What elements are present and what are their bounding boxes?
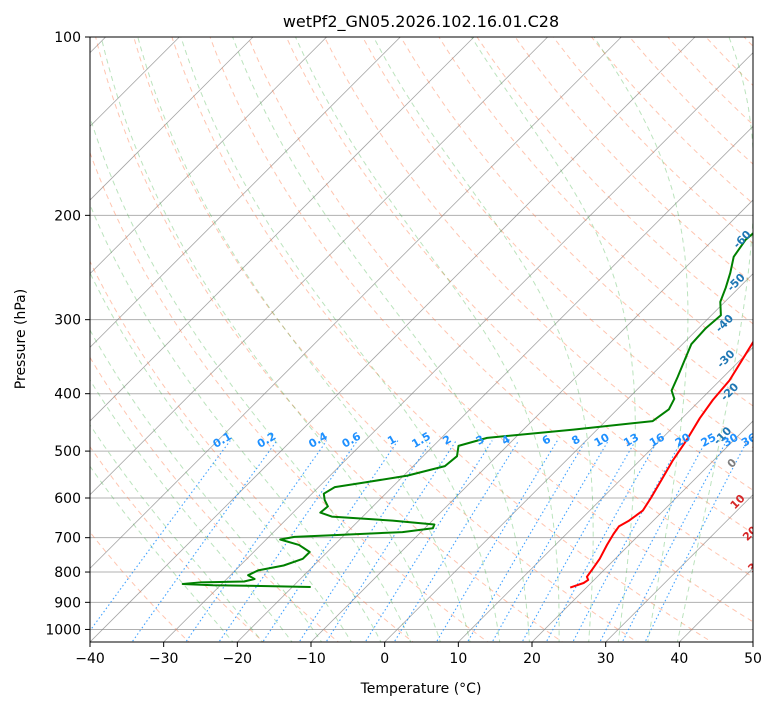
mixing-ratio-line [572,440,683,642]
moist-adiabat [593,37,689,642]
y-axis: 100 200 300 400 500 600 700 800 900 1000 [45,30,90,638]
dry-adiabat [667,37,753,126]
isotherm-gridline [163,52,753,642]
isotherm-gridline [90,37,548,496]
x-tick-label: −40 [75,651,105,667]
isotherm-gridline [90,37,401,348]
y-tick-label: 900 [54,595,81,611]
mixing-ratio-line [185,440,328,642]
isotherm-gridline [90,37,696,642]
x-tick-label: −10 [296,651,326,667]
mixing-ratio-line [364,440,493,642]
x-tick-label: 10 [449,651,467,667]
x-tick-label: 50 [744,651,762,667]
x-tick-label: −20 [223,651,253,667]
moist-adiabat [471,37,636,642]
plot-frame [89,36,754,643]
mixing-ratio-line [545,440,659,642]
isotherm-gridline [90,37,327,275]
x-tick-label: 20 [523,651,541,667]
dry-adiabat [247,37,753,578]
mixing-ratio-line [131,440,278,642]
y-tick-label: 500 [54,444,81,460]
moist-adiabat [373,37,594,642]
dry-adiabat [362,37,753,449]
x-tick-label: 0 [380,651,389,667]
moist-adiabat [90,203,382,642]
mixing-ratio-line [466,440,587,642]
moist-adiabat [180,37,501,642]
isotherm-gridline [90,37,475,422]
mixing-ratio-line [325,440,457,642]
dry-adiabat [171,37,713,642]
y-tick-label: 300 [54,313,81,329]
moist-adiabat [90,424,264,642]
x-tick-label: 40 [670,651,688,667]
moist-adiabat [100,37,441,642]
chart-title: wetPf2_GN05.2026.102.16.01.C28 [283,12,559,32]
isotherm-label: 30 [745,555,765,575]
isotherm-gridline [531,420,753,642]
isotherm-gridline [458,346,753,642]
moist-adiabat [90,329,323,642]
x-tick-label: −30 [149,651,179,667]
x-axis-title: Temperature (°C) [360,681,482,697]
y-tick-label: 700 [54,531,81,547]
y-tick-label: 400 [54,387,81,403]
y-tick-label: 200 [54,208,81,224]
mixing-ratio-line [621,440,728,642]
moist-adiabat [90,379,293,642]
y-tick-label: 800 [54,565,81,581]
moist-adiabat [90,115,412,642]
y-axis-title: Pressure (hPa) [13,289,29,389]
dry-adiabat [95,37,564,642]
mixing-ratio-line [599,440,707,642]
dewpoint-profile-line [181,232,753,588]
dry-adiabat [400,37,753,407]
sounding-lines [181,232,753,589]
isotherm-gridline [237,125,753,642]
background-lines [90,37,753,642]
isotherm-gridline [310,199,753,642]
x-axis: −40 −30 −20 −10 0 10 20 30 40 50 [75,642,762,667]
y-tick-label: 1000 [45,622,81,638]
isotherm-gridline [384,273,753,642]
isotherm-gridline [605,494,753,642]
dry-adiabat [323,37,753,491]
dry-adiabat [90,445,265,642]
moist-adiabat [137,37,471,642]
isotherm-gridline [90,37,254,201]
moist-adiabat [295,37,560,642]
moist-adiabat [90,465,234,642]
dry-adiabat [209,37,753,623]
mixing-ratio-line [298,440,432,642]
mixing-ratio-line [491,440,609,642]
x-tick-label: 30 [597,651,615,667]
temperature-profile-line [569,340,753,589]
isotherm-gridline [90,37,622,569]
mixing-ratio-label: 36 [739,431,759,450]
y-tick-label: 600 [54,491,81,507]
mixing-ratio-line [435,440,558,642]
mixing-ratio-line [393,440,520,642]
dry-adiabat [285,37,753,534]
y-tick-label: 100 [54,30,81,46]
mixing-ratio-line [262,440,399,642]
dry-adiabat [90,151,489,642]
moist-adiabat [90,271,352,642]
mixing-ratio-line [521,440,637,642]
